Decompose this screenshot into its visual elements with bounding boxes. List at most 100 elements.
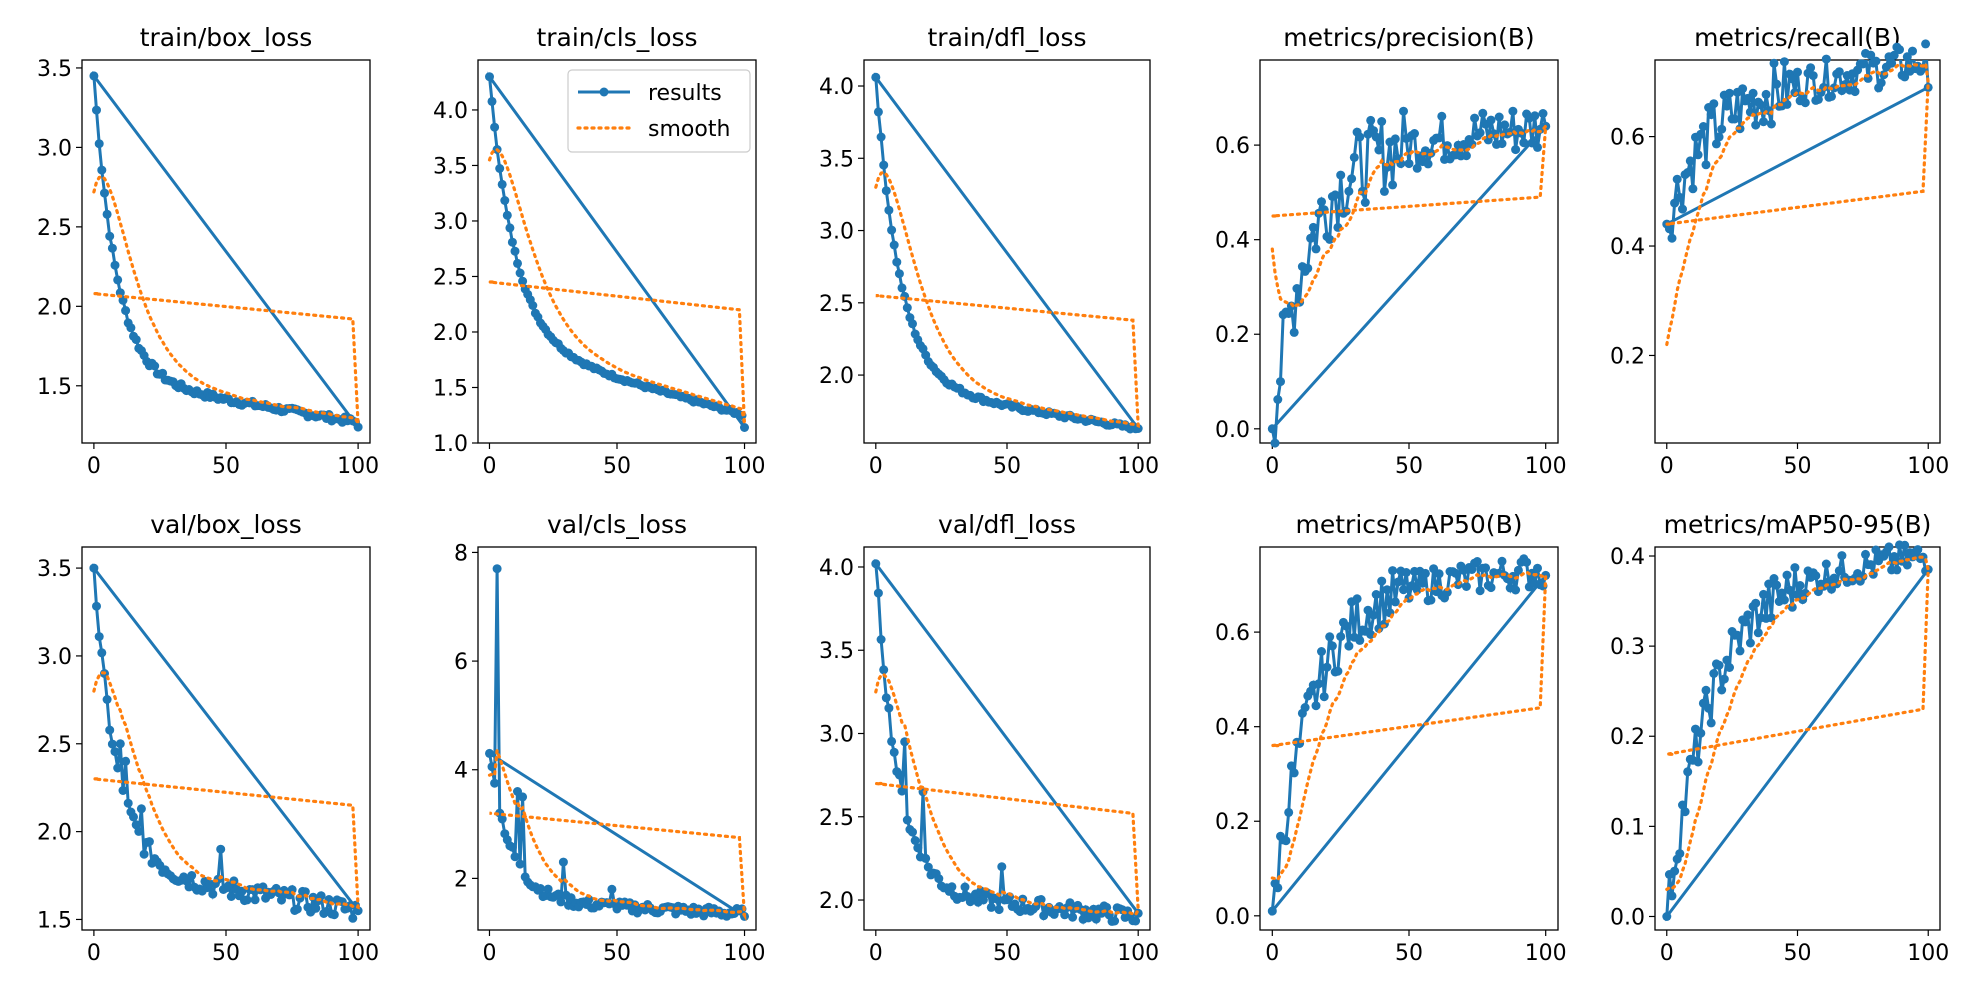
results-point — [139, 849, 149, 859]
smooth-line — [1665, 555, 1930, 891]
results-point — [881, 693, 891, 703]
results-point — [1273, 395, 1283, 404]
results-point — [1388, 180, 1398, 190]
results-point — [1522, 557, 1532, 567]
results-point — [505, 223, 515, 233]
results-point — [1772, 580, 1782, 590]
results-point — [1131, 916, 1141, 926]
results-point — [1772, 79, 1782, 89]
y-tick-label: 0.2 — [1215, 810, 1250, 835]
results-point — [1876, 78, 1886, 88]
results-point — [897, 283, 907, 293]
smooth-line — [1665, 60, 1930, 347]
results-point — [1371, 590, 1381, 599]
subplot-title: val/cls_loss — [547, 510, 687, 539]
smooth-line — [92, 671, 360, 910]
x-tick-label: 50 — [212, 941, 240, 966]
results-point — [1900, 540, 1910, 550]
y-tick-label: 0.0 — [1215, 418, 1250, 443]
results-point — [1349, 152, 1359, 162]
results-point — [1821, 559, 1831, 569]
results-point — [1688, 184, 1698, 194]
results-point — [1530, 111, 1540, 121]
results-point — [1347, 174, 1357, 184]
results-point — [1341, 621, 1351, 631]
results-point — [1308, 222, 1318, 232]
results-point — [1426, 595, 1436, 605]
results-point — [115, 739, 125, 749]
results-point — [1311, 244, 1321, 254]
legend-results-label: results — [648, 81, 722, 106]
results-point — [1399, 585, 1408, 595]
results-point — [1322, 662, 1332, 672]
results-point — [1834, 67, 1844, 77]
y-tick-label: 0.4 — [1215, 229, 1250, 254]
results-point — [1344, 641, 1354, 651]
results-point — [277, 895, 286, 905]
results-point — [1317, 197, 1326, 207]
results-point — [1366, 630, 1376, 639]
results-point — [1787, 602, 1797, 612]
y-tick-label: 1.5 — [433, 376, 468, 401]
results-point — [1390, 597, 1400, 607]
results-point — [1284, 309, 1294, 318]
results-point — [1325, 632, 1335, 642]
results-point — [1779, 595, 1789, 605]
x-tick-label: 50 — [993, 454, 1021, 479]
x-tick-label: 50 — [1784, 941, 1812, 966]
results-point — [1785, 585, 1795, 595]
results-point — [1437, 111, 1447, 121]
results-point — [1481, 563, 1491, 573]
results-point — [1725, 88, 1734, 98]
subplot-7: val/cls_loss 0 50 100 2 4 6 8 — [454, 510, 766, 966]
results-point — [1091, 914, 1101, 924]
results-line — [92, 563, 360, 919]
results-point — [1813, 94, 1823, 104]
results-point — [92, 105, 101, 115]
subplot-10: metrics/mAP50-95(B) 0 50 100 0.0 0.1 0.2 0.3 0.4 — [1610, 510, 1949, 966]
results-point — [1486, 583, 1496, 593]
results-point — [908, 827, 917, 837]
subplot-9: metrics/mAP50(B) 0 50 100 0.0 0.2 0.4 0.6 — [1215, 510, 1567, 966]
results-point — [978, 895, 988, 905]
results-point — [1371, 132, 1381, 142]
results-point — [485, 748, 494, 758]
y-tick-label: 4 — [454, 759, 468, 784]
smooth-line — [92, 174, 360, 425]
results-point — [881, 186, 891, 196]
results-point — [1913, 545, 1923, 555]
results-point — [1270, 438, 1280, 448]
results-point — [1811, 571, 1821, 581]
results-point — [1670, 866, 1680, 876]
results-point — [97, 648, 107, 658]
results-point — [1696, 129, 1706, 139]
results-point — [607, 884, 617, 894]
results-point — [113, 275, 123, 285]
x-tick-label: 0 — [1660, 454, 1674, 479]
results-point — [1303, 263, 1313, 273]
results-point — [131, 335, 141, 345]
y-tick-label: 2.0 — [37, 821, 72, 846]
results-point — [1800, 98, 1810, 108]
results-point — [1470, 113, 1480, 123]
results-point — [1475, 128, 1485, 138]
results-point — [1717, 685, 1727, 695]
y-tick-label: 2.0 — [819, 889, 854, 914]
results-point — [1748, 88, 1758, 98]
results-point — [94, 139, 104, 149]
results-point — [892, 257, 902, 267]
results-point — [134, 826, 144, 836]
results-point — [1672, 174, 1682, 184]
results-point — [1790, 563, 1800, 573]
results-point — [187, 871, 197, 880]
results-point — [740, 423, 749, 432]
y-tick-label: 3.5 — [37, 557, 72, 582]
results-point — [894, 770, 904, 780]
results-point — [1393, 577, 1403, 587]
x-tick-label: 100 — [724, 941, 766, 966]
results-point — [1662, 912, 1672, 921]
smooth-line — [1270, 121, 1548, 310]
results-point — [1706, 718, 1716, 728]
subplot-5: metrics/recall(B) 0 50 100 0.2 0.4 0.6 — [1610, 23, 1949, 479]
results-point — [1314, 679, 1324, 689]
